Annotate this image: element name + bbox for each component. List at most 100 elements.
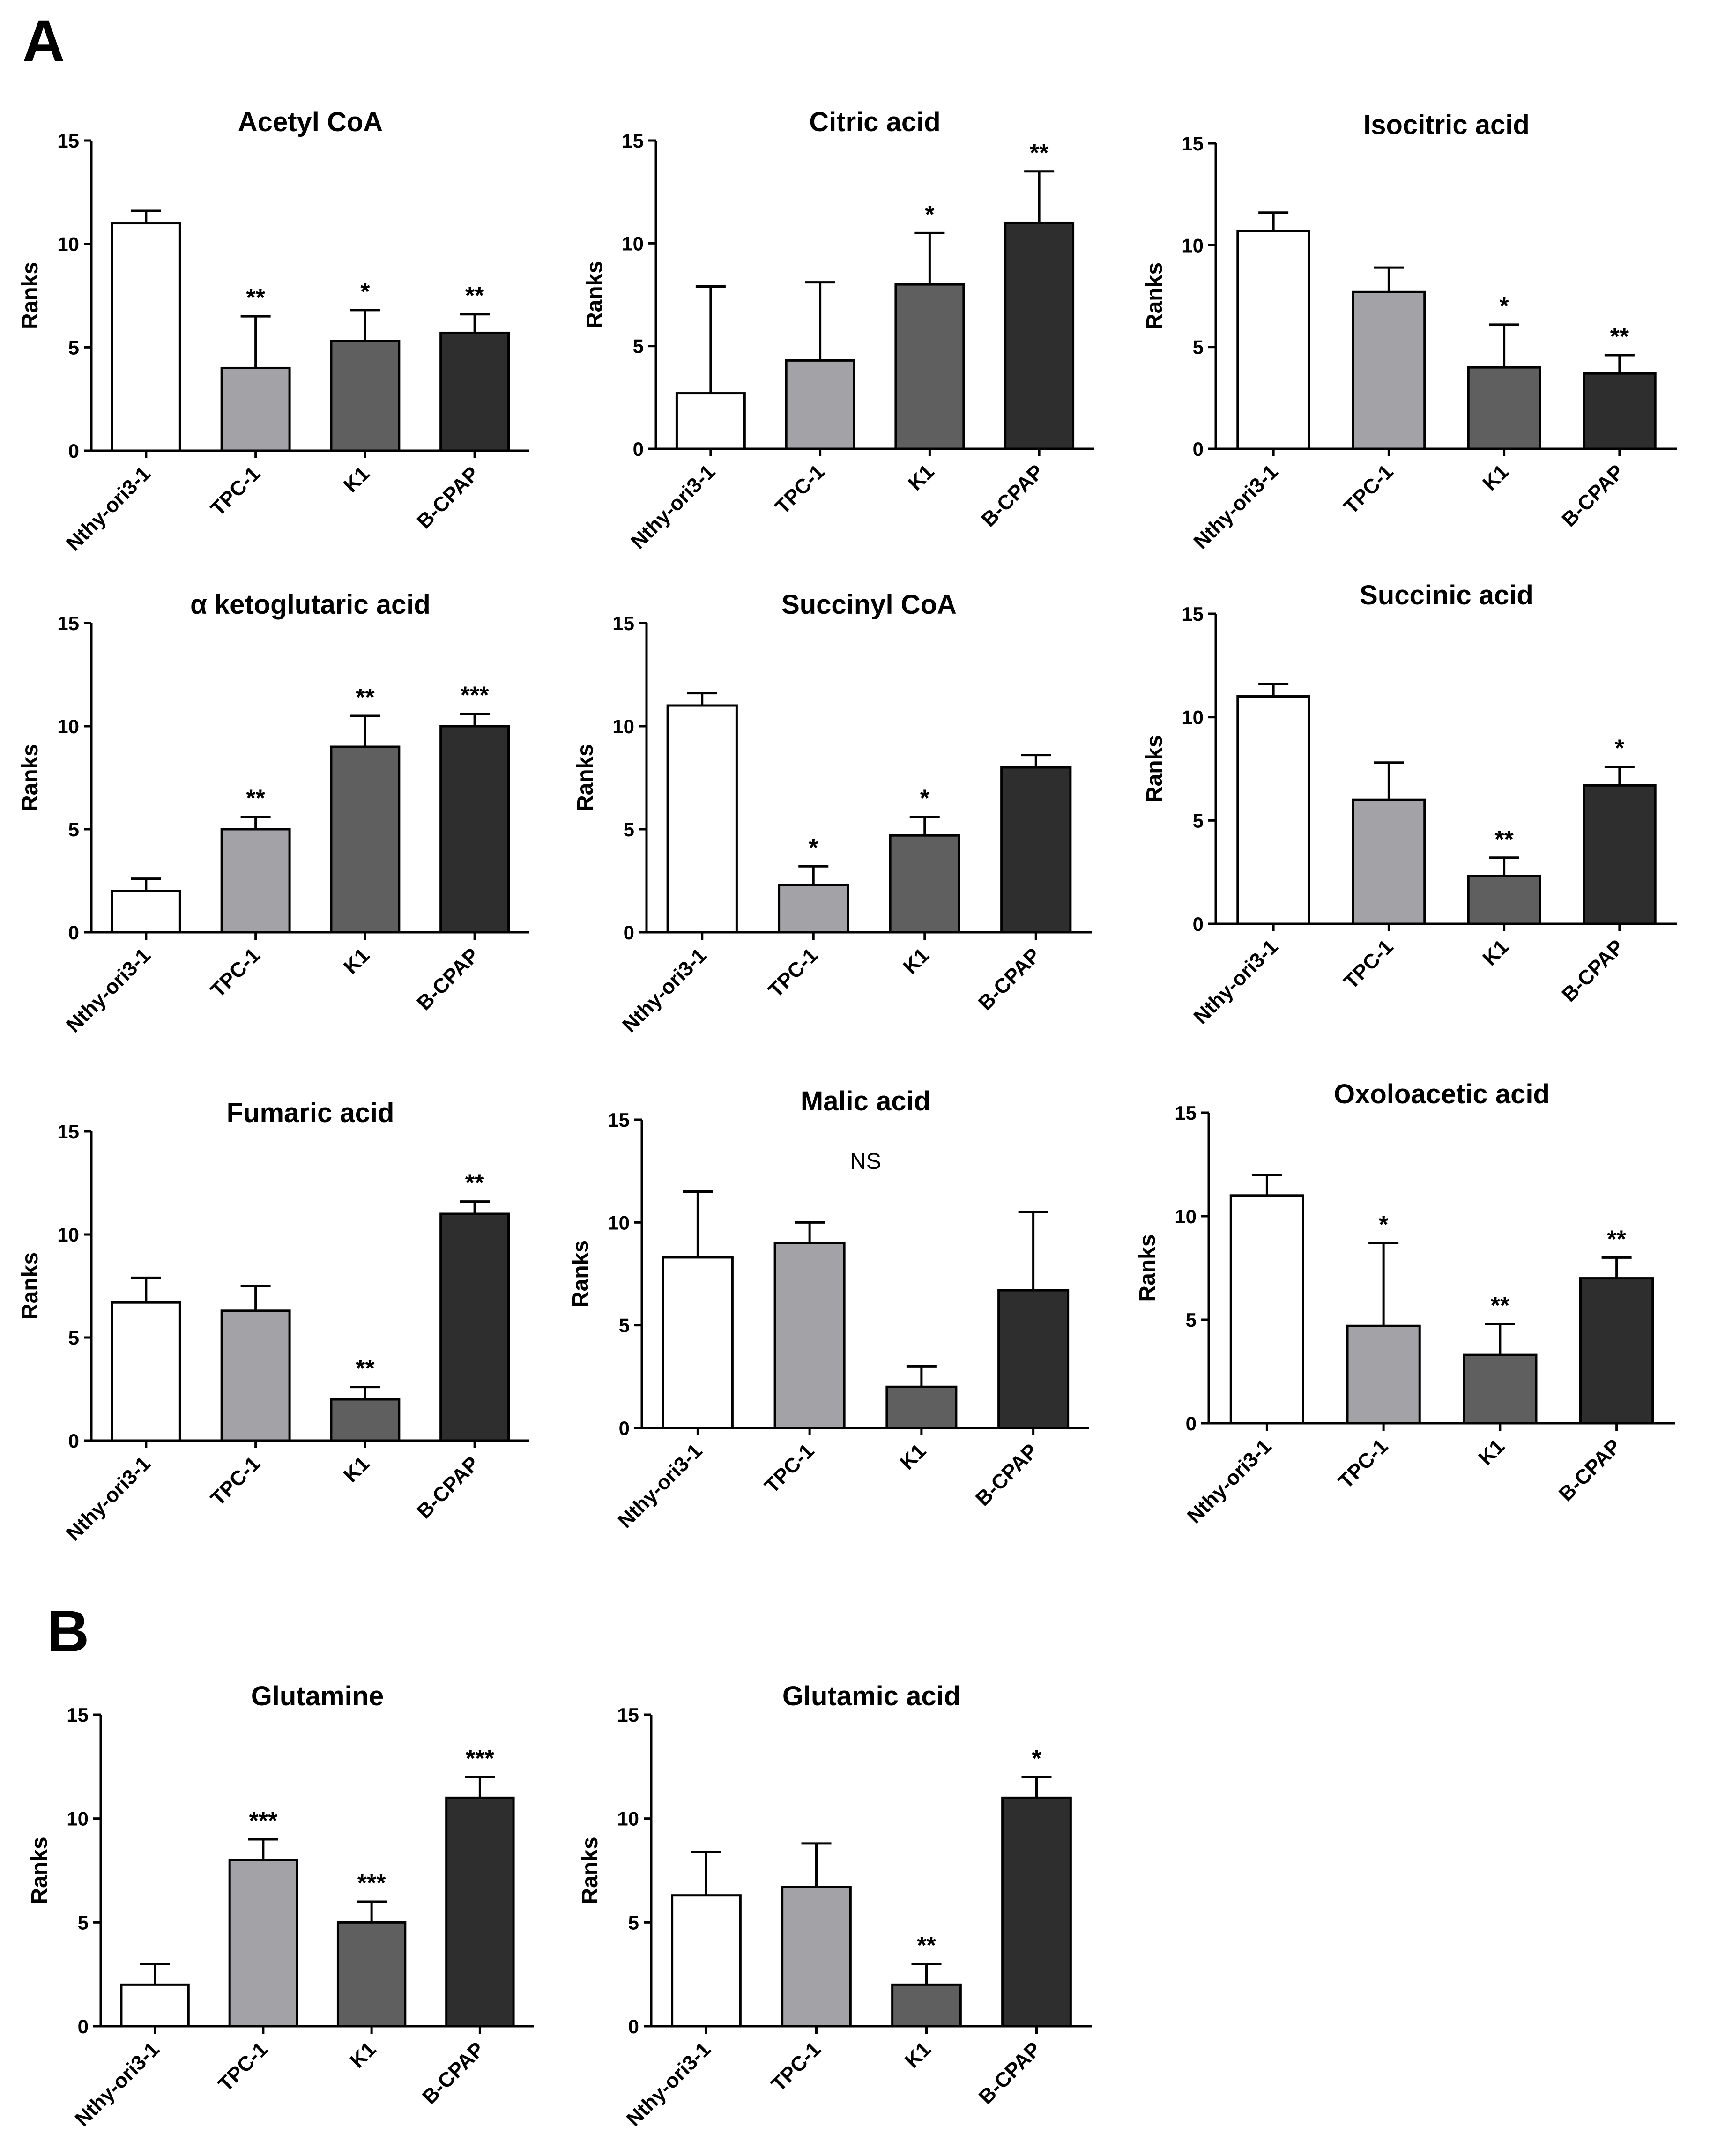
chart-title: Isocitric acid — [1363, 110, 1530, 140]
chart-title: Oxoloacetic acid — [1334, 1079, 1550, 1109]
x-tick-label: TPC-1 — [206, 1452, 265, 1510]
x-tick-label: B-CPAP — [971, 1439, 1042, 1510]
bar-b-cpap — [1000, 766, 1072, 934]
y-axis-label: Ranks — [578, 1836, 602, 1904]
y-tick-label: 10 — [612, 715, 634, 737]
x-tick-label: B-CPAP — [413, 1452, 484, 1523]
significance-label: * — [920, 785, 930, 812]
x-tick-label: Nthy-ori3-1 — [614, 1439, 707, 1532]
x-tick-label: B-CPAP — [977, 460, 1048, 531]
chart-3: Isocitric acid Ranks 0 5 10 15 Nthy-ori3-1 TPC-… — [1142, 110, 1677, 553]
y-tick-label: 15 — [57, 1121, 79, 1143]
x-tick-label: Nthy-ori3-1 — [1183, 1435, 1276, 1528]
chart-6: Succinic acid Ranks 0 5 10 15 Nthy-ori3-1 TPC-1… — [1142, 580, 1677, 1028]
y-tick-label: 0 — [1193, 438, 1204, 460]
bar-nthy-ori3-1 — [662, 1256, 734, 1429]
bar-b-cpap — [439, 331, 510, 452]
bar-k1 — [1467, 875, 1541, 925]
bar-k1 — [885, 1385, 958, 1429]
x-tick-label: Nthy-ori3-1 — [622, 2037, 715, 2131]
significance-label: * — [1379, 1211, 1389, 1238]
panel-label-a: A — [22, 8, 65, 74]
bar-nthy-ori3-1 — [120, 1983, 190, 2028]
x-tick-label: K1 — [896, 1439, 930, 1474]
y-axis-label: Ranks — [1142, 262, 1167, 330]
significance-label: ** — [1610, 323, 1629, 350]
bar-b-cpap — [1583, 372, 1657, 450]
x-tick-label: K1 — [1478, 460, 1513, 495]
y-tick-label: 15 — [67, 1704, 89, 1726]
y-tick-label: 5 — [68, 818, 79, 840]
y-tick-label: 5 — [633, 335, 644, 357]
y-tick-label: 10 — [622, 232, 644, 254]
bar-tpc-1 — [773, 1242, 846, 1429]
y-tick-label: 5 — [1193, 810, 1204, 832]
bar-b-cpap — [439, 725, 510, 934]
chart-title: Glutamic acid — [782, 1681, 960, 1711]
bar-tpc-1 — [1352, 290, 1426, 450]
chart-7: Fumaric acid Ranks 0 5 10 15 Nthy-ori3-1 TPC-1 K… — [18, 1098, 529, 1545]
y-tick-label: 5 — [624, 818, 634, 840]
bar-nthy-ori3-1 — [675, 392, 746, 450]
significance-label: ** — [1030, 140, 1049, 167]
y-tick-label: 15 — [622, 130, 644, 152]
bar-b-cpap — [1583, 784, 1657, 925]
significance-label: * — [809, 834, 818, 862]
y-tick-label: 15 — [1182, 133, 1204, 155]
y-tick-label: 15 — [608, 1109, 630, 1131]
x-tick-label: B-CPAP — [413, 944, 484, 1015]
x-tick-label: K1 — [1474, 1435, 1509, 1469]
x-tick-label: TPC-1 — [206, 462, 265, 520]
bar-b-cpap — [1579, 1277, 1654, 1425]
chart-title: Malic acid — [801, 1086, 930, 1116]
bar-b-cpap — [997, 1289, 1070, 1429]
significance-label: ** — [465, 1170, 484, 1197]
significance-label: *** — [461, 682, 489, 709]
bar-tpc-1 — [220, 366, 291, 452]
y-tick-label: 10 — [57, 233, 79, 255]
significance-label: * — [360, 278, 370, 305]
bar-nthy-ori3-1 — [111, 1301, 181, 1442]
significance-label: * — [1032, 1745, 1041, 1772]
x-tick-label: B-CPAP — [974, 944, 1045, 1015]
x-tick-label: K1 — [339, 462, 374, 497]
y-tick-label: 0 — [68, 922, 79, 944]
x-tick-label: TPC-1 — [767, 2037, 825, 2096]
y-tick-label: 10 — [57, 715, 79, 737]
y-tick-label: 5 — [68, 336, 79, 358]
y-tick-label: 0 — [78, 2015, 89, 2037]
chart-title: α ketoglutaric acid — [190, 589, 431, 620]
x-tick-label: B-CPAP — [974, 2037, 1046, 2109]
bar-tpc-1 — [778, 884, 849, 934]
y-tick-label: 0 — [619, 1417, 630, 1439]
x-tick-label: B-CPAP — [1557, 460, 1628, 531]
y-tick-label: 10 — [1182, 234, 1204, 256]
significance-label: * — [1615, 735, 1625, 762]
bar-tpc-1 — [1352, 798, 1426, 925]
y-axis-label: Ranks — [18, 744, 43, 811]
x-tick-label: B-CPAP — [413, 462, 484, 533]
y-tick-label: 10 — [608, 1212, 630, 1234]
y-tick-label: 10 — [57, 1224, 79, 1246]
x-tick-label: TPC-1 — [206, 944, 265, 1002]
y-tick-label: 10 — [1182, 706, 1204, 729]
chart-11: Glutamic acid Ranks 0 5 10 15 Nthy-ori3-1 TPC-1… — [578, 1681, 1092, 2131]
y-axis-label: Ranks — [582, 261, 607, 328]
y-tick-label: 5 — [78, 1911, 89, 1933]
bar-nthy-ori3-1 — [1236, 230, 1310, 450]
x-tick-label: K1 — [339, 944, 374, 978]
x-tick-label: Nthy-ori3-1 — [618, 944, 711, 1037]
x-tick-label: B-CPAP — [418, 2037, 489, 2109]
x-tick-label: K1 — [900, 2037, 935, 2072]
significance-label: ** — [246, 284, 265, 312]
significance-label: *** — [357, 1870, 386, 1897]
x-tick-label: B-CPAP — [1557, 935, 1628, 1006]
significance-label: ** — [246, 785, 265, 812]
y-tick-label: 0 — [628, 2015, 639, 2037]
bar-tpc-1 — [1346, 1324, 1421, 1425]
y-tick-label: 10 — [617, 1808, 639, 1830]
y-axis-label: Ranks — [18, 262, 43, 329]
x-tick-label: TPC-1 — [1334, 1435, 1393, 1493]
